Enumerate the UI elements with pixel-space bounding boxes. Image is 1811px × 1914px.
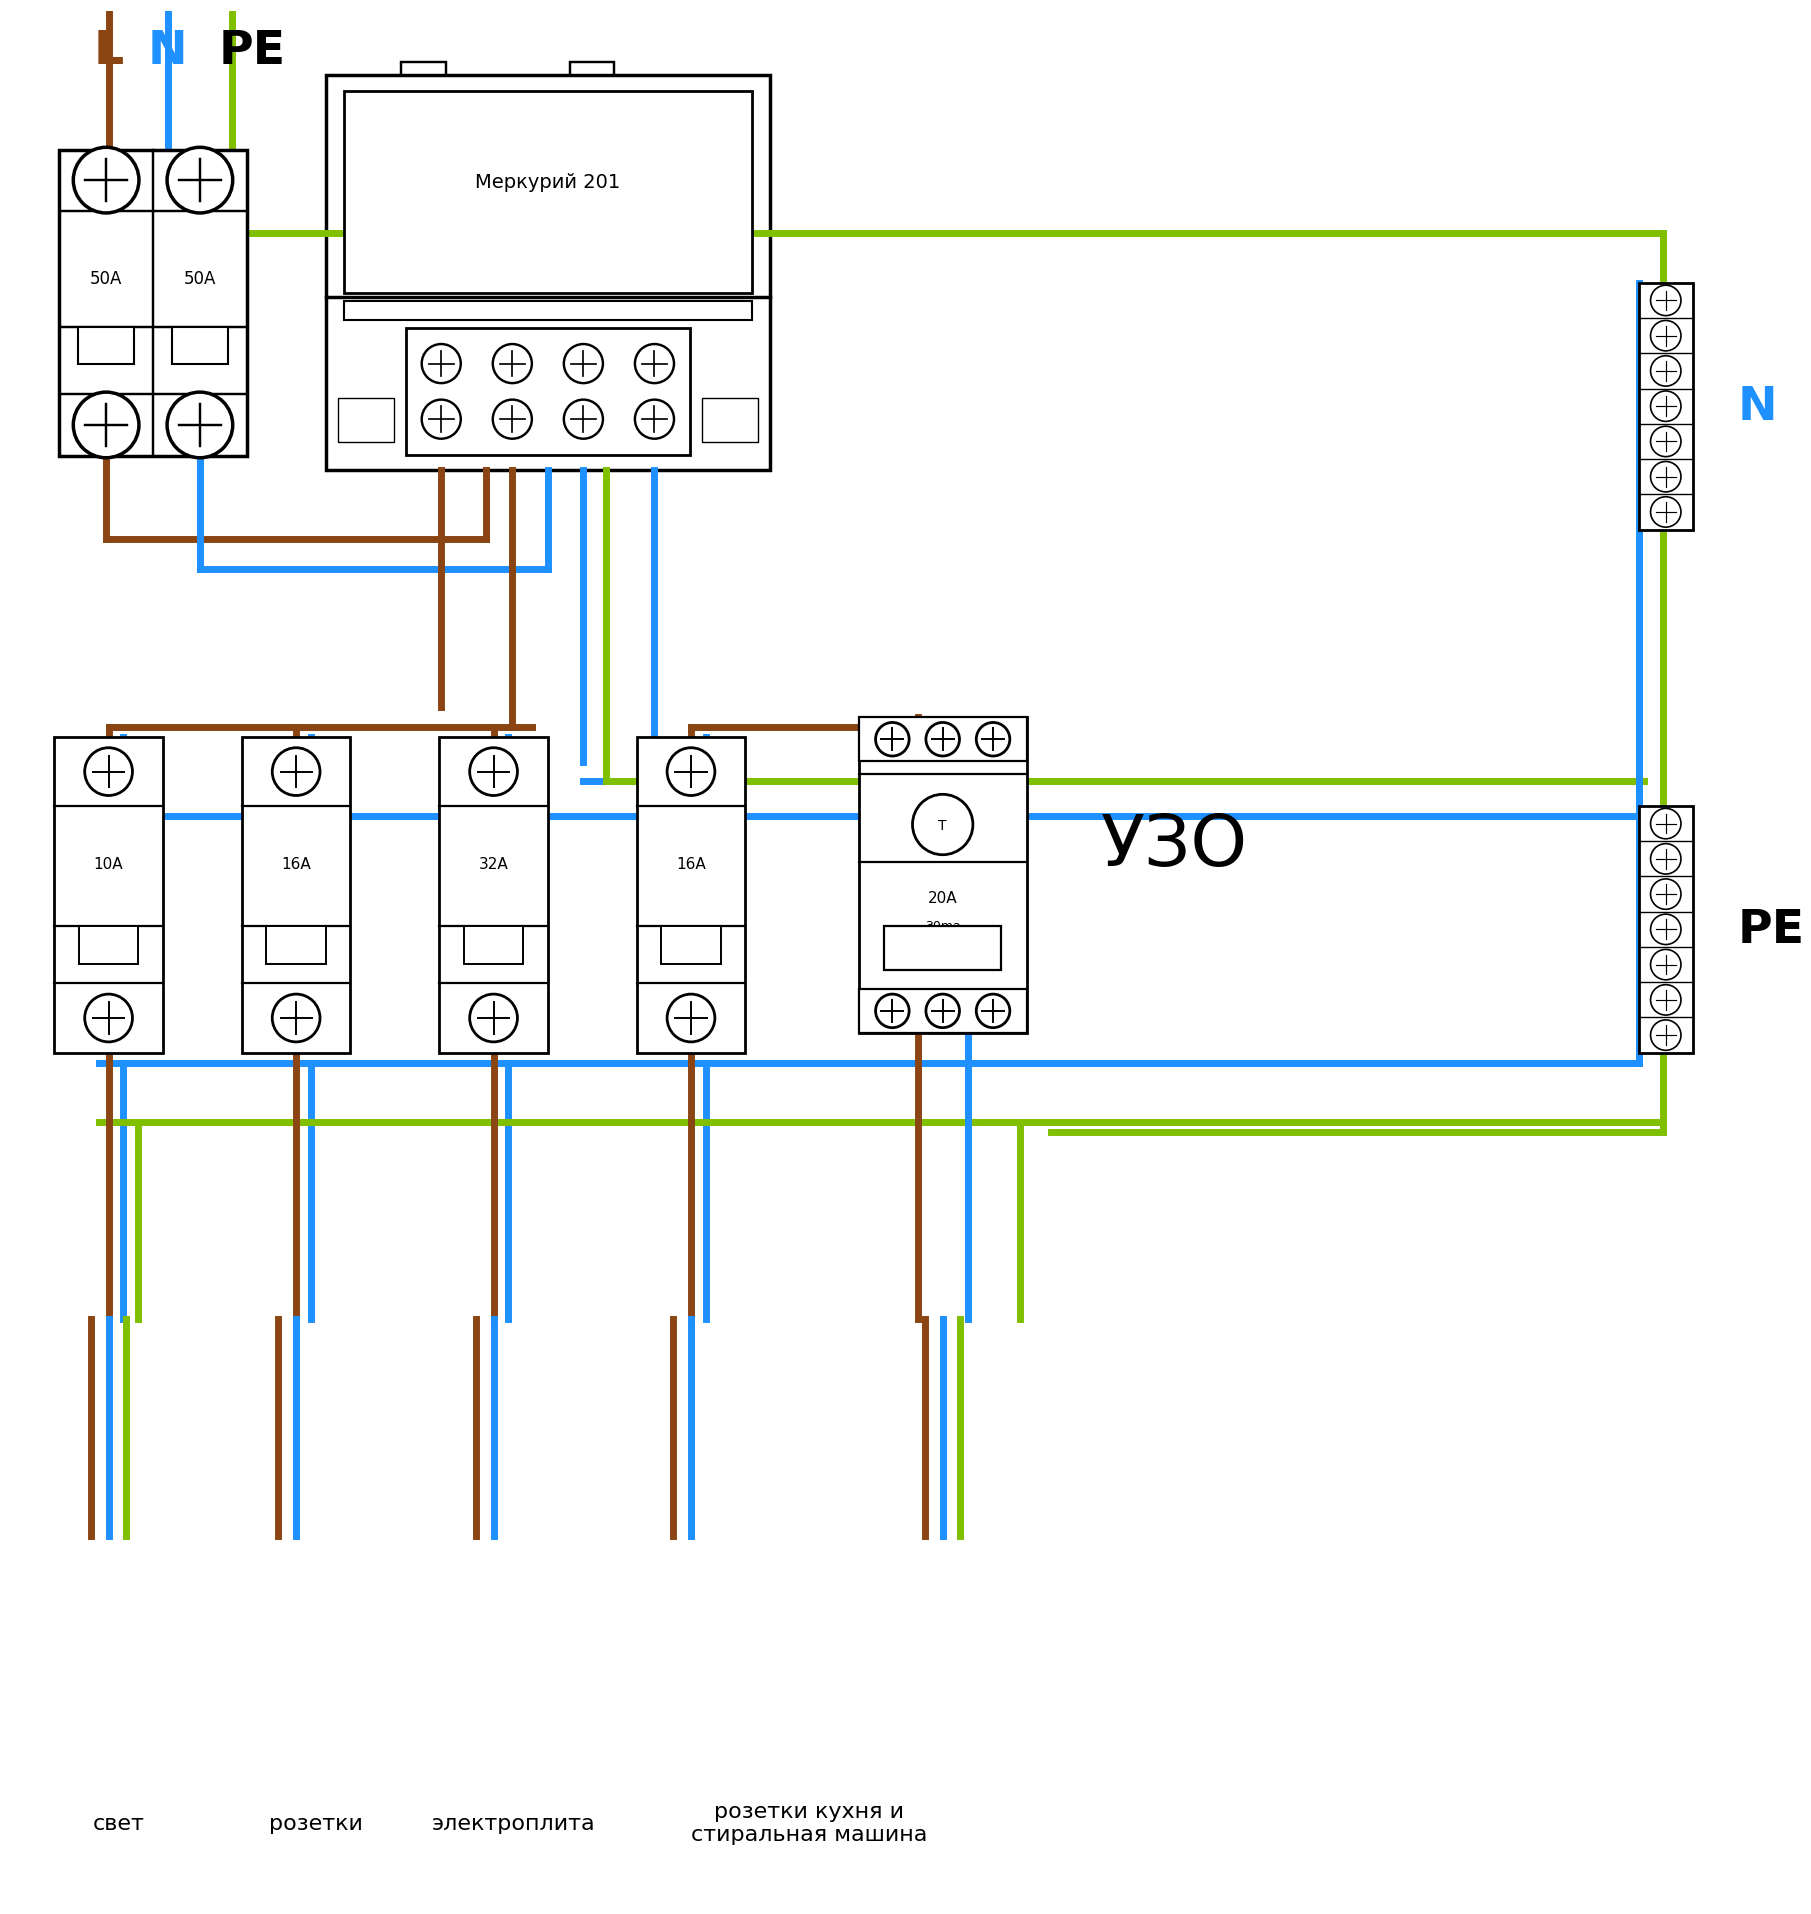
Text: УЗО: УЗО (1101, 812, 1248, 880)
Bar (661, 926, 721, 965)
Circle shape (1650, 356, 1681, 387)
Circle shape (85, 748, 132, 796)
Text: 50А: 50А (91, 270, 123, 287)
Text: Меркурий 201: Меркурий 201 (474, 174, 621, 191)
Circle shape (875, 723, 909, 756)
Circle shape (1650, 392, 1681, 423)
Bar (1639, 283, 1693, 530)
Circle shape (72, 147, 139, 214)
Circle shape (469, 995, 518, 1043)
Bar (884, 926, 1001, 970)
Text: 20А: 20А (927, 890, 958, 905)
Bar (406, 329, 690, 456)
Text: 32А: 32А (478, 856, 509, 871)
Circle shape (272, 748, 321, 796)
Circle shape (72, 392, 139, 459)
Text: T: T (938, 817, 947, 833)
Circle shape (1650, 915, 1681, 946)
Text: свет: свет (92, 1813, 145, 1834)
Text: 50А: 50А (183, 270, 216, 287)
Circle shape (666, 995, 715, 1043)
Bar (703, 398, 759, 442)
Circle shape (875, 995, 909, 1028)
Circle shape (1650, 322, 1681, 352)
Bar (266, 926, 326, 965)
Text: PE: PE (1737, 907, 1804, 953)
Bar (60, 151, 246, 456)
Circle shape (563, 345, 603, 385)
Circle shape (1650, 463, 1681, 492)
Circle shape (925, 723, 960, 756)
Text: 30ma: 30ma (925, 919, 960, 932)
Circle shape (1650, 1020, 1681, 1051)
Circle shape (1650, 986, 1681, 1016)
Bar (402, 63, 446, 77)
Bar (858, 718, 1027, 762)
Bar (1639, 806, 1693, 1053)
Text: N: N (149, 29, 188, 75)
Circle shape (469, 748, 518, 796)
Circle shape (85, 995, 132, 1043)
Circle shape (563, 400, 603, 440)
Circle shape (167, 392, 232, 459)
Text: 10А: 10А (94, 856, 123, 871)
Bar (326, 77, 770, 471)
Circle shape (925, 995, 960, 1028)
Text: PE: PE (217, 29, 286, 75)
Circle shape (976, 995, 1011, 1028)
Text: 16А: 16А (676, 856, 706, 871)
Circle shape (422, 345, 460, 385)
Circle shape (666, 748, 715, 796)
Circle shape (636, 400, 674, 440)
Circle shape (167, 147, 232, 214)
Circle shape (1650, 810, 1681, 840)
Circle shape (1650, 427, 1681, 457)
Bar (172, 327, 228, 364)
Bar (54, 737, 163, 1053)
Bar (464, 926, 523, 965)
Bar (344, 92, 752, 293)
Bar (858, 718, 1027, 1034)
Circle shape (1650, 285, 1681, 316)
Circle shape (493, 345, 532, 385)
Text: L: L (94, 29, 123, 75)
Circle shape (1650, 879, 1681, 909)
Circle shape (636, 345, 674, 385)
Text: розетки кухня и
стиральная машина: розетки кухня и стиральная машина (692, 1801, 927, 1845)
Circle shape (976, 723, 1011, 756)
Circle shape (1650, 949, 1681, 980)
Bar (440, 737, 549, 1053)
Circle shape (422, 400, 460, 440)
Bar (858, 990, 1027, 1034)
Bar (78, 926, 138, 965)
Text: розетки: розетки (270, 1813, 362, 1834)
Circle shape (1650, 498, 1681, 528)
Bar (570, 63, 614, 77)
Circle shape (493, 400, 532, 440)
Circle shape (913, 794, 973, 856)
Text: электроплита: электроплита (431, 1813, 596, 1834)
Bar (78, 327, 134, 364)
Circle shape (272, 995, 321, 1043)
Bar (337, 398, 393, 442)
Text: N: N (1737, 385, 1777, 429)
Bar (344, 300, 752, 322)
Bar (243, 737, 350, 1053)
Bar (637, 737, 746, 1053)
Text: 16А: 16А (281, 856, 311, 871)
Circle shape (1650, 844, 1681, 875)
